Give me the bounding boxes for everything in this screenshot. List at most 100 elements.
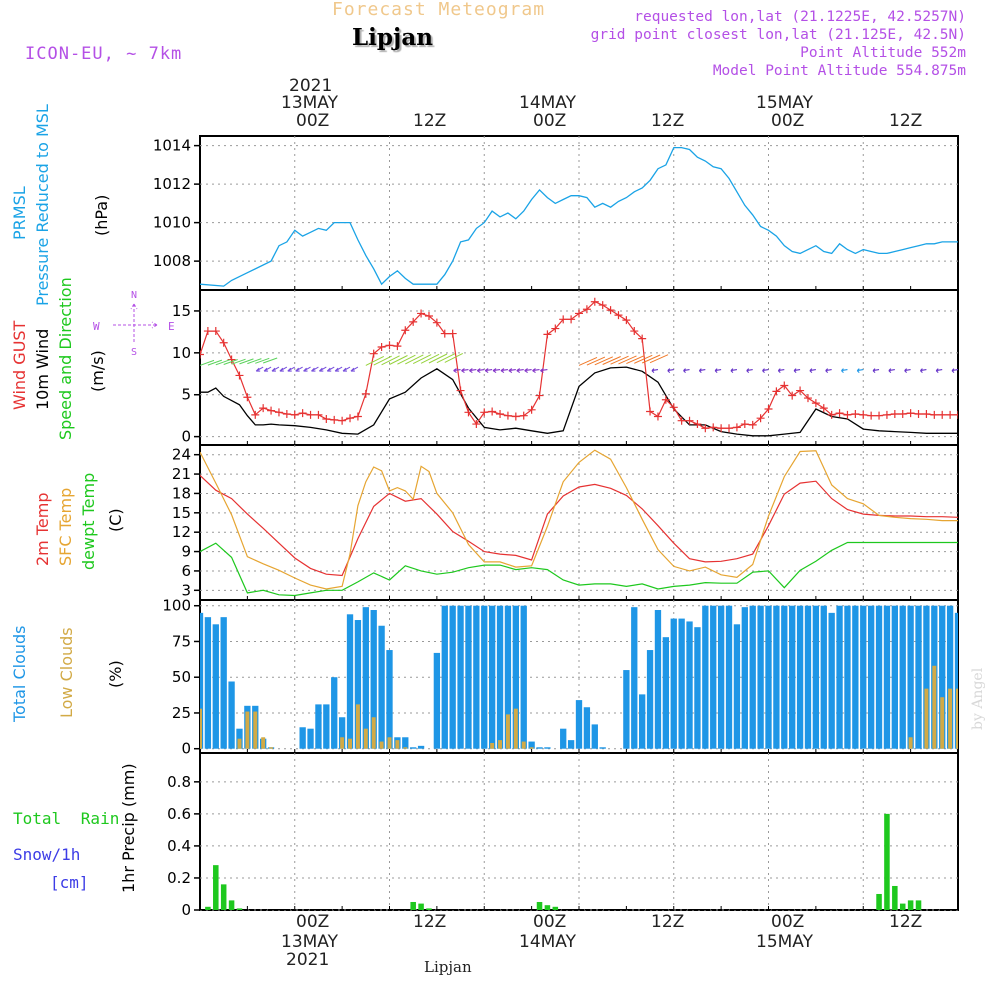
- low-cloud-bar: [403, 747, 408, 749]
- y-tick-label: 1012: [153, 175, 191, 193]
- panel-plot-area: [200, 449, 958, 597]
- y-tick-label: 1014: [153, 137, 191, 155]
- rain-bar: [884, 813, 890, 910]
- gust-marker: [590, 297, 599, 306]
- gust-marker: [638, 334, 647, 343]
- wind-direction-arrow: [649, 354, 669, 364]
- snow-unit-legend: [cm]: [50, 873, 89, 892]
- total-cloud-bar: [315, 704, 322, 749]
- total-cloud-bar: [457, 605, 464, 749]
- total-cloud-bar: [694, 627, 701, 749]
- gust-marker: [267, 406, 276, 415]
- y-tick-label: 5: [181, 386, 191, 404]
- total-cloud-bar: [631, 607, 638, 749]
- rain-bar: [876, 893, 882, 910]
- y-tick-label: 21: [172, 465, 191, 483]
- wind-direction-arrow: [239, 358, 254, 365]
- y-tick-label: 0.8: [167, 773, 191, 791]
- wind-direction-arrow: [618, 355, 637, 365]
- gust-marker: [298, 409, 307, 418]
- low-cloud-bar: [245, 711, 250, 749]
- gust-marker: [717, 424, 726, 433]
- y-tick-label: 100: [162, 597, 191, 615]
- gust-marker: [424, 311, 433, 320]
- wind-direction-arrow: [634, 354, 653, 364]
- total-cloud-bar: [220, 617, 227, 749]
- gust-marker: [535, 391, 544, 400]
- total-cloud-bar: [844, 605, 851, 749]
- rain-bar: [907, 900, 914, 910]
- total-cloud-bar: [591, 724, 598, 749]
- y-tick-label: 0.2: [167, 869, 191, 887]
- gust-marker: [219, 338, 228, 347]
- wind-direction-arrow: [420, 353, 440, 364]
- y-tick-label: 0: [181, 901, 191, 919]
- total-cloud-bar: [796, 605, 804, 749]
- gust-marker: [938, 410, 947, 419]
- gust-marker: [764, 404, 773, 413]
- low-cloud-bar: [948, 688, 953, 749]
- rain-bar: [213, 865, 219, 910]
- total-cloud-bar: [331, 677, 338, 749]
- wind-direction-arrow: [397, 354, 416, 365]
- wind-direction-arrow: [326, 366, 335, 372]
- gust-marker: [543, 330, 552, 339]
- wind-direction-arrow: [508, 368, 516, 374]
- gust-marker: [653, 412, 662, 421]
- bottom-hour-label-2: 12Z: [413, 912, 447, 932]
- top-year-label: 2021: [289, 76, 333, 96]
- total-cloud-bar: [907, 605, 914, 749]
- total-cloud-bar: [378, 625, 385, 749]
- total-cloud-bar: [386, 650, 393, 749]
- gust-marker: [661, 395, 670, 404]
- low-cloud-bar: [956, 688, 958, 749]
- low-cloud-bar: [355, 704, 360, 749]
- top-hour-label-6: 12Z: [889, 111, 923, 131]
- low-cloud-bar: [253, 711, 258, 749]
- total-cloud-bar: [717, 605, 725, 749]
- wind-direction-arrow: [935, 368, 943, 373]
- total-cloud-bar: [852, 605, 859, 749]
- gust-marker: [211, 327, 220, 336]
- y-tick-label: 0.6: [167, 805, 191, 823]
- wind-direction-arrow: [578, 356, 598, 366]
- total-cloud-bar: [773, 605, 780, 749]
- total-cloud-bar: [512, 605, 519, 749]
- total-cloud-bar: [417, 745, 425, 749]
- total-cloud-bar: [623, 670, 630, 749]
- gust-marker: [440, 329, 449, 338]
- y-tick-label: 1010: [153, 214, 191, 232]
- gust-marker: [322, 415, 331, 424]
- gust-marker: [914, 410, 923, 418]
- total-cloud-bar: [520, 605, 527, 749]
- bottom-hour-label-3: 00Z: [533, 912, 567, 932]
- wind-direction-arrow: [777, 368, 785, 373]
- dewpoint-line: [200, 541, 958, 597]
- total-cloud-bar: [599, 747, 606, 749]
- y-tick-label: 6: [181, 562, 191, 580]
- total-cloud-bar: [710, 605, 717, 749]
- gust-marker: [772, 387, 781, 396]
- gust-marker: [756, 414, 765, 423]
- y-tick-label: 0: [181, 428, 191, 446]
- gust-marker: [393, 342, 402, 351]
- gust-marker: [251, 410, 260, 419]
- gust-marker: [906, 409, 915, 418]
- bottom-hour-label-4: 12Z: [651, 912, 685, 932]
- gust-marker: [235, 371, 244, 380]
- compass-arrows: [113, 303, 158, 342]
- bottom-hour-label-6: 12Z: [889, 912, 923, 932]
- low-cloud-bar: [513, 708, 518, 749]
- total-cloud-bar: [528, 741, 535, 749]
- compass-w: W: [93, 320, 100, 333]
- bottom-day-label-1: 13MAY: [281, 932, 338, 952]
- y-tick-label: 3: [181, 581, 191, 599]
- wind-direction-arrow: [492, 368, 501, 374]
- low-cloud-bar: [908, 737, 913, 749]
- wind-direction-arrow: [350, 366, 359, 372]
- wind-direction-arrow: [263, 366, 272, 372]
- total-cloud-bar: [354, 620, 362, 749]
- gust-marker: [827, 410, 836, 419]
- gust-marker: [630, 327, 639, 336]
- model-label: ICON-EU, ~ 7km: [25, 44, 183, 64]
